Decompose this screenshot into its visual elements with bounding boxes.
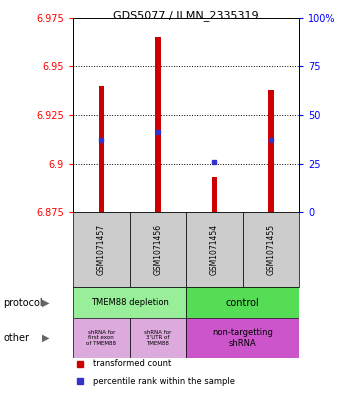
Bar xyxy=(99,86,104,212)
Text: non-targetting
shRNA: non-targetting shRNA xyxy=(212,328,273,348)
Bar xyxy=(211,177,217,212)
Text: GSM1071455: GSM1071455 xyxy=(267,224,275,275)
Text: GSM1071457: GSM1071457 xyxy=(97,224,106,275)
Text: protocol: protocol xyxy=(3,298,43,308)
Bar xyxy=(186,318,299,358)
Text: ▶: ▶ xyxy=(42,333,50,343)
Bar xyxy=(130,318,186,358)
Bar xyxy=(73,287,186,318)
Text: GSM1071456: GSM1071456 xyxy=(153,224,163,275)
Text: GDS5077 / ILMN_2335319: GDS5077 / ILMN_2335319 xyxy=(113,10,259,21)
Text: GSM1071454: GSM1071454 xyxy=(210,224,219,275)
Bar xyxy=(73,318,130,358)
Text: percentile rank within the sample: percentile rank within the sample xyxy=(94,377,235,386)
Text: other: other xyxy=(3,333,29,343)
Text: shRNA for
first exon
of TMEM88: shRNA for first exon of TMEM88 xyxy=(86,330,116,346)
Bar xyxy=(130,212,186,287)
Text: TMEM88 depletion: TMEM88 depletion xyxy=(91,298,169,307)
Text: ▶: ▶ xyxy=(42,298,50,308)
Bar xyxy=(186,287,299,318)
Bar xyxy=(73,212,130,287)
Bar xyxy=(243,212,299,287)
Text: transformed count: transformed count xyxy=(94,359,172,368)
Text: control: control xyxy=(226,298,259,308)
Bar xyxy=(155,37,161,212)
Text: shRNA for
3’UTR of
TMEM88: shRNA for 3’UTR of TMEM88 xyxy=(144,330,172,346)
Bar xyxy=(268,90,274,212)
Bar xyxy=(186,212,243,287)
